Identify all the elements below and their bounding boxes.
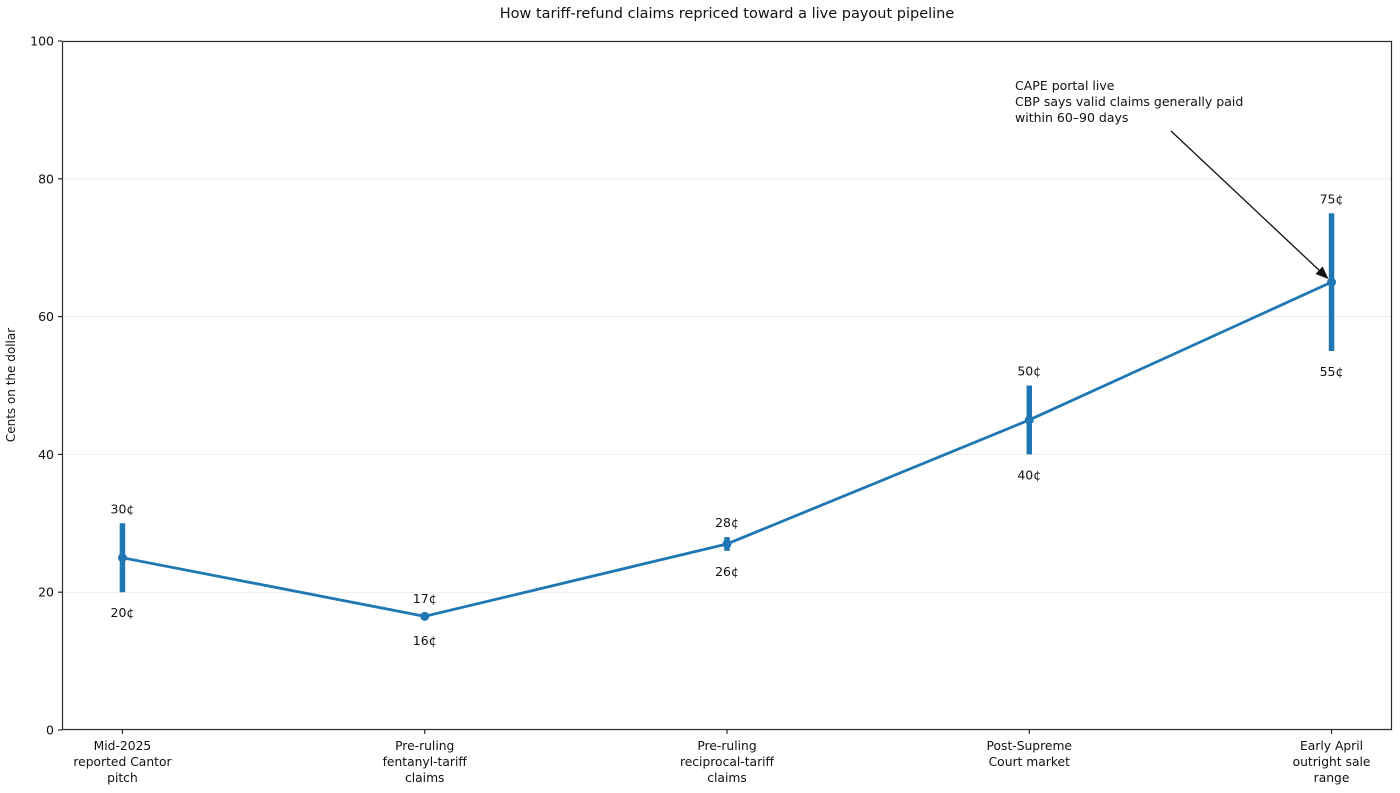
value-label-low: 26¢: [715, 564, 739, 579]
value-label-low: 16¢: [413, 633, 437, 648]
value-label-low: 40¢: [1017, 467, 1041, 482]
value-label-high: 75¢: [1320, 191, 1344, 206]
x-tick-label: Mid-2025 reported Cantor pitch: [73, 739, 172, 785]
x-tick-label: Post-Supreme Court market: [986, 739, 1072, 769]
data-point-marker: [722, 539, 732, 549]
data-point-marker: [420, 611, 430, 621]
value-label-high: 30¢: [111, 501, 135, 516]
value-label-high: 17¢: [413, 591, 437, 606]
x-tick-label: Pre-ruling reciprocal-tariff claims: [679, 739, 775, 785]
data-point-marker: [117, 553, 127, 563]
y-tick-label: 40: [38, 447, 54, 462]
y-tick-label: 100: [30, 34, 54, 49]
annotation: CAPE portal live CBP says valid claims g…: [1015, 78, 1243, 126]
chart-title: How tariff-refund claims repriced toward…: [499, 6, 955, 22]
data-point-marker: [1327, 277, 1337, 287]
plot-border: [61, 40, 1393, 731]
data-point-marker: [1024, 415, 1034, 425]
annotation-line: CAPE portal live: [1015, 78, 1115, 93]
x-tick-label: Pre-ruling fentanyl-tariff claims: [382, 739, 467, 785]
annotation-line: CBP says valid claims generally paid: [1015, 94, 1244, 109]
value-label-low: 20¢: [111, 605, 135, 620]
annotation-arrow: [1170, 130, 1329, 280]
value-label-low: 55¢: [1320, 364, 1344, 379]
annotation-line: within 60–90 days: [1015, 110, 1129, 125]
y-tick-label: 20: [38, 585, 54, 600]
y-tick-label: 0: [46, 723, 54, 738]
value-label-high: 50¢: [1017, 364, 1041, 379]
y-tick-label: 80: [38, 171, 54, 186]
value-label-high: 28¢: [715, 515, 739, 530]
y-tick-label: 60: [38, 309, 54, 324]
x-tick-label: Early April outright sale range: [1292, 739, 1371, 785]
